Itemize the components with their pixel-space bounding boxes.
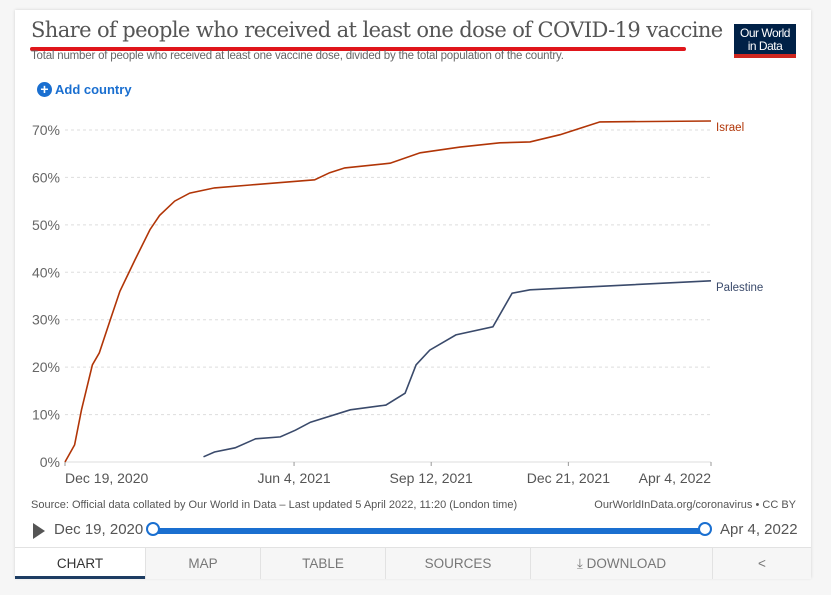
tab-table[interactable]: TABLE (260, 548, 385, 579)
x-tick-label: Apr 4, 2022 (639, 470, 712, 486)
series-line-israel (64, 120, 712, 463)
play-icon[interactable] (33, 523, 45, 539)
y-tick-label: 10% (32, 407, 60, 423)
tab-chart[interactable]: CHART (15, 548, 145, 579)
download-icon: ⤓ (576, 556, 587, 571)
timeline-slider-track[interactable] (153, 528, 705, 534)
x-tick-label: Sep 12, 2021 (390, 470, 474, 486)
line-chart: 0% 10% 20% 30% 40% 50% 60% 70% Dec 19, 2020 Jun 4… (32, 120, 763, 486)
timeline-end-label: Apr 4, 2022 (720, 521, 798, 538)
owid-logo[interactable]: Our World in Data (734, 24, 796, 58)
chart-card (15, 10, 811, 578)
series-label-palestine: Palestine (716, 282, 763, 294)
y-tick-label: 30% (32, 312, 60, 328)
license-link[interactable]: OurWorldInData.org/coronavirus • CC BY (594, 499, 796, 511)
share-icon: < (758, 556, 766, 571)
timeline-start-label: Dec 19, 2020 (54, 521, 144, 538)
chart-subtitle: Total number of people who received at l… (31, 50, 564, 62)
y-tick-label: 50% (32, 217, 60, 233)
timeline-start-handle[interactable] (146, 522, 160, 536)
add-country-button[interactable]: + Add country (37, 82, 132, 97)
plus-icon: + (37, 82, 52, 97)
add-country-label: Add country (55, 82, 132, 97)
tab-share[interactable]: < (712, 548, 811, 579)
title-underline-annotation (30, 47, 686, 51)
source-note: Source: Official data collated by Our Wo… (31, 499, 518, 511)
logo-line2: in Data (747, 39, 783, 53)
tab-bar: CHART MAP TABLE SOURCES ⤓ DOWNLOAD < (15, 547, 811, 579)
y-tick-label: 40% (32, 264, 60, 280)
tab-sources[interactable]: SOURCES (385, 548, 530, 579)
x-tick-label: Jun 4, 2021 (257, 470, 330, 486)
timeline-end-handle[interactable] (698, 522, 712, 536)
x-tick-label: Dec 21, 2021 (527, 470, 610, 486)
series-label-israel: Israel (716, 122, 744, 134)
download-label: DOWNLOAD (586, 556, 667, 571)
logo-line1: Our World (740, 26, 790, 40)
y-tick-label: 70% (32, 122, 60, 138)
chart-title: Share of people who received at least on… (31, 18, 723, 42)
y-tick-label: 60% (32, 169, 60, 185)
series-line-palestine (203, 280, 712, 458)
y-tick-label: 0% (40, 454, 60, 470)
tab-download[interactable]: ⤓ DOWNLOAD (530, 548, 712, 579)
tab-map[interactable]: MAP (145, 548, 260, 579)
x-tick-label: Dec 19, 2020 (65, 470, 148, 486)
y-tick-label: 20% (32, 359, 60, 375)
